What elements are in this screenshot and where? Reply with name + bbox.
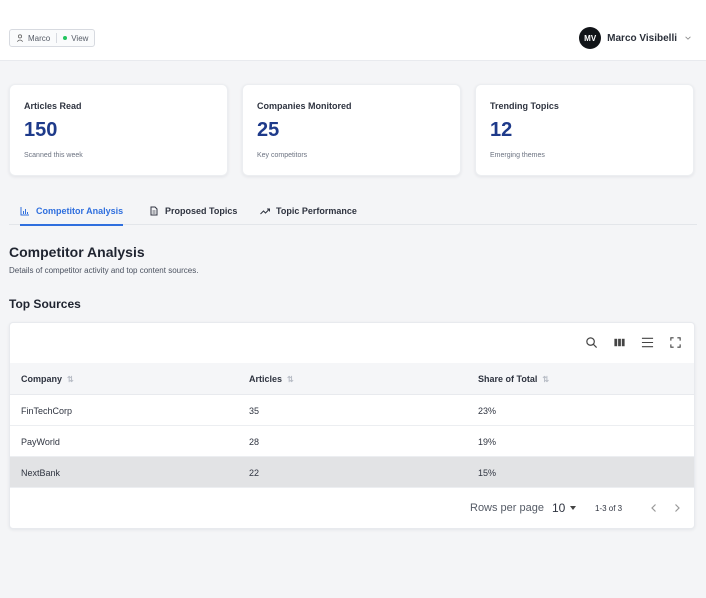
chevron-left-icon[interactable]: [648, 502, 660, 514]
sort-icon: ⇅: [67, 374, 74, 384]
fullscreen-icon[interactable]: [669, 336, 682, 349]
caret-down-icon: [570, 506, 577, 510]
tab-label: Competitor Analysis: [36, 205, 124, 216]
cell-share: 23%: [478, 405, 497, 416]
top-sources-table: Company ⇅ Articles ⇅ Share of Total ⇅ Fi…: [9, 322, 695, 529]
section-title: Competitor Analysis: [9, 244, 145, 260]
column-header-label: Company: [21, 374, 63, 384]
cell-articles: 35: [249, 405, 260, 416]
status-dot: [63, 36, 68, 40]
chip-user-label: Marco: [28, 33, 51, 43]
bar-chart-icon: [20, 206, 29, 215]
tab-competitor-analysis[interactable]: Competitor Analysis: [20, 196, 124, 226]
stat-subtext: Scanned this week: [24, 152, 83, 159]
avatar: MV: [579, 27, 602, 49]
cell-share: 15%: [478, 467, 497, 478]
table-row[interactable]: FinTechCorp 35 23%: [10, 395, 694, 426]
columns-icon[interactable]: [613, 336, 626, 349]
stat-subtext: Key competitors: [257, 152, 308, 159]
stat-card-trending-topics: Trending Topics 12 Emerging themes: [475, 84, 694, 176]
cell-articles: 22: [249, 467, 260, 478]
density-icon[interactable]: [641, 336, 654, 349]
table-row-selected[interactable]: NextBank 22 15%: [10, 457, 694, 488]
tab-proposed-topics[interactable]: Proposed Topics: [149, 196, 237, 225]
document-icon: [150, 206, 158, 215]
tab-bar: Competitor Analysis Proposed Topics Topi…: [9, 196, 697, 226]
cell-company: FinTechCorp: [21, 405, 73, 416]
stat-subtext: Emerging themes: [490, 152, 545, 159]
pagination-range: 1-3 of 3: [595, 504, 623, 513]
table-header: Company ⇅ Articles ⇅ Share of Total ⇅: [10, 363, 694, 395]
rows-per-page-select[interactable]: 10: [552, 501, 577, 515]
stat-value: 25: [257, 119, 280, 141]
stat-label: Companies Monitored: [257, 101, 352, 111]
column-header-articles[interactable]: Articles ⇅: [249, 363, 294, 395]
table-title: Top Sources: [9, 297, 81, 311]
table-pagination: Rows per page 10 1-3 of 3: [10, 490, 694, 528]
tab-topic-performance[interactable]: Topic Performance: [260, 196, 357, 225]
column-header-share[interactable]: Share of Total ⇅: [478, 363, 549, 395]
chip-divider: [56, 33, 58, 43]
stat-value: 12: [490, 119, 513, 141]
stat-label: Articles Read: [24, 101, 82, 111]
section-description: Details of competitor activity and top c…: [9, 266, 199, 275]
column-header-company[interactable]: Company ⇅: [21, 363, 74, 395]
user-mode-chip[interactable]: Marco View: [9, 29, 96, 47]
top-bar: Marco View MV Marco Visibelli: [0, 0, 706, 61]
stat-card-articles-read: Articles Read 150 Scanned this week: [9, 84, 228, 176]
tab-label: Topic Performance: [276, 205, 357, 216]
chevron-down-icon: [685, 36, 691, 40]
chip-mode-label: View: [71, 33, 89, 43]
stat-value: 150: [24, 119, 58, 141]
cell-company: NextBank: [21, 467, 61, 478]
cell-share: 19%: [478, 436, 497, 447]
profile-menu[interactable]: MV Marco Visibelli: [579, 27, 692, 49]
user-name: Marco Visibelli: [607, 32, 677, 44]
rows-per-page-label: Rows per page: [470, 502, 544, 514]
chevron-right-icon[interactable]: [671, 502, 683, 514]
cell-company: PayWorld: [21, 436, 60, 447]
stat-label: Trending Topics: [490, 101, 559, 111]
trend-icon: [260, 208, 270, 214]
sort-icon: ⇅: [287, 374, 294, 384]
column-header-label: Share of Total: [478, 374, 538, 384]
rows-per-page-value: 10: [552, 501, 566, 515]
column-header-label: Articles: [249, 374, 283, 384]
table-row[interactable]: PayWorld 28 19%: [10, 426, 694, 457]
user-icon: [16, 34, 24, 42]
sort-icon: ⇅: [542, 374, 550, 384]
tab-label: Proposed Topics: [165, 205, 238, 216]
search-icon[interactable]: [585, 336, 598, 349]
cell-articles: 28: [249, 436, 260, 447]
stat-card-companies-monitored: Companies Monitored 25 Key competitors: [242, 84, 461, 176]
